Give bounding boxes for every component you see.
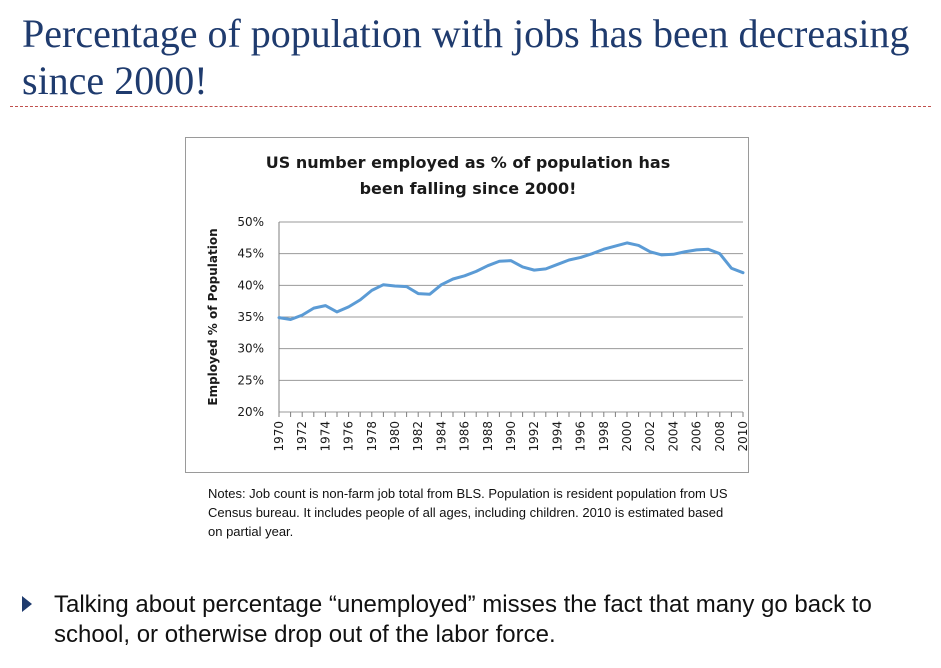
series-line — [277, 241, 745, 322]
chart-title: US number employed as % of population ha… — [186, 150, 750, 202]
bullet-arrow-icon — [22, 596, 32, 612]
x-tick-label: 1974 — [318, 421, 332, 452]
x-tick-label: 1994 — [550, 421, 564, 452]
y-tick-label: 20% — [237, 405, 264, 419]
x-tick-label: 1996 — [574, 421, 588, 452]
x-tick-label: 1982 — [411, 421, 425, 452]
x-tick-label: 1978 — [365, 421, 379, 452]
y-tick-label: 30% — [237, 342, 264, 356]
x-tick-label: 2000 — [620, 421, 634, 452]
x-tick-label: 1980 — [388, 421, 402, 452]
chart-notes: Notes: Job count is non-farm job total f… — [208, 486, 728, 539]
line-chart: 20% 25% 30% 35% 40% 45% 50% 1970 1972 1974 1976 197… — [206, 215, 748, 452]
slide-title: Percentage of population with jobs has b… — [22, 11, 910, 103]
x-tick-label: 2008 — [713, 421, 727, 452]
x-tick-label: 1984 — [434, 421, 448, 452]
x-tick-label: 2006 — [690, 421, 704, 452]
x-tick-label: 1998 — [597, 421, 611, 452]
x-tick-label: 1992 — [527, 421, 541, 452]
x-tick-label: 1990 — [504, 421, 518, 452]
x-tick-label: 1976 — [342, 421, 356, 452]
y-tick-label: 50% — [237, 215, 264, 229]
y-axis-title: Employed % of Population — [206, 228, 220, 405]
x-tick-label: 1986 — [458, 421, 472, 452]
chart-title-line-2: been falling since 2000! — [359, 179, 577, 198]
chart-frame: US number employed as % of population ha… — [185, 137, 749, 473]
x-tick-label: 2010 — [736, 421, 748, 452]
title-divider — [10, 106, 931, 107]
x-tick-label: 2002 — [643, 421, 657, 452]
x-tick-label: 1988 — [481, 421, 495, 452]
y-tick-label: 45% — [237, 247, 264, 261]
chart-title-line-1: US number employed as % of population ha… — [265, 153, 671, 172]
y-tick-label: 35% — [237, 310, 264, 324]
bullet-text: Talking about percentage “unemployed” mi… — [54, 591, 872, 648]
x-tick-label: 2004 — [666, 421, 680, 452]
x-tick-label: 1970 — [272, 421, 286, 452]
x-tick-label: 1972 — [295, 421, 309, 452]
y-tick-label: 40% — [237, 278, 264, 292]
y-tick-label: 25% — [237, 373, 264, 387]
